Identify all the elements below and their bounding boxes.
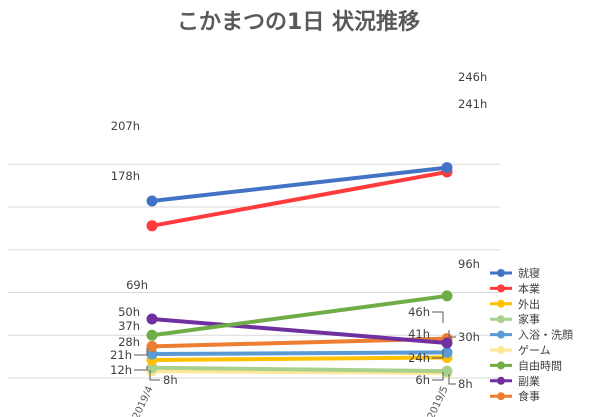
data-label: 6h: [415, 373, 430, 387]
data-label: 30h: [458, 330, 480, 344]
legend-marker: [497, 284, 505, 293]
leader-line: [432, 350, 444, 359]
leader-line: [134, 366, 148, 371]
legend-marker: [497, 330, 505, 339]
data-point: [146, 362, 158, 374]
data-label: 37h: [118, 319, 140, 333]
legend-marker: [497, 315, 505, 324]
data-label: 50h: [118, 305, 140, 319]
series-line: [150, 317, 449, 345]
series-line: [150, 365, 449, 374]
data-label: 41h: [408, 327, 430, 341]
x-tick-label: 2019/4: [131, 385, 156, 417]
data-label: 241h: [458, 97, 487, 111]
data-point: [146, 348, 158, 360]
data-label: 69h: [126, 278, 148, 292]
data-point: [146, 329, 158, 341]
legend-marker: [497, 269, 505, 277]
legend-marker: [497, 361, 505, 370]
data-label: 96h: [458, 257, 480, 271]
legend-marker: [497, 376, 505, 385]
data-point: [146, 340, 158, 352]
leader-line: [149, 370, 160, 381]
data-point: [146, 220, 158, 232]
data-label: 12h: [110, 363, 132, 377]
chart-title: こかまつの1日 状況推移: [177, 10, 420, 35]
legend-label: 家事: [518, 312, 540, 326]
leader-line: [432, 372, 444, 381]
data-point: [441, 346, 453, 358]
data-point: [146, 195, 158, 207]
legend-label: 食事: [518, 389, 540, 403]
leader-line: [134, 348, 148, 356]
data-point: [441, 365, 453, 377]
series-line: [150, 165, 449, 204]
data-label: 207h: [111, 119, 140, 133]
legend-marker: [497, 346, 505, 354]
data-label: 8h: [458, 377, 473, 391]
legend-label: 自由時間: [518, 358, 562, 372]
leader-line: [432, 311, 444, 323]
data-point: [441, 162, 453, 174]
data-point: [441, 290, 453, 302]
data-label: 24h: [408, 351, 430, 365]
series-line: [150, 293, 449, 338]
leader-line: [448, 330, 456, 338]
legend-label: 入浴・洗顔: [518, 328, 573, 342]
data-point: [146, 313, 158, 325]
legend-label: 本業: [518, 281, 540, 295]
data-label: 28h: [118, 335, 140, 349]
data-label: 178h: [111, 169, 140, 183]
series-line: [150, 355, 449, 363]
legend-marker: [497, 392, 505, 401]
leader-line: [448, 374, 456, 385]
legend-marker: [497, 299, 505, 308]
data-label: 46h: [408, 305, 430, 319]
data-point: [441, 337, 453, 349]
data-label: 8h: [163, 373, 178, 387]
data-label: 21h: [110, 348, 132, 362]
legend-label: 外出: [518, 297, 540, 311]
legend-label: 副業: [518, 375, 540, 388]
data-label: 246h: [458, 70, 487, 84]
x-tick-label: 2019/5: [426, 385, 451, 417]
legend-label: ゲーム: [518, 344, 551, 357]
legend-label: 就寝: [518, 266, 540, 280]
series-line: [150, 350, 449, 357]
series-line: [150, 169, 449, 228]
